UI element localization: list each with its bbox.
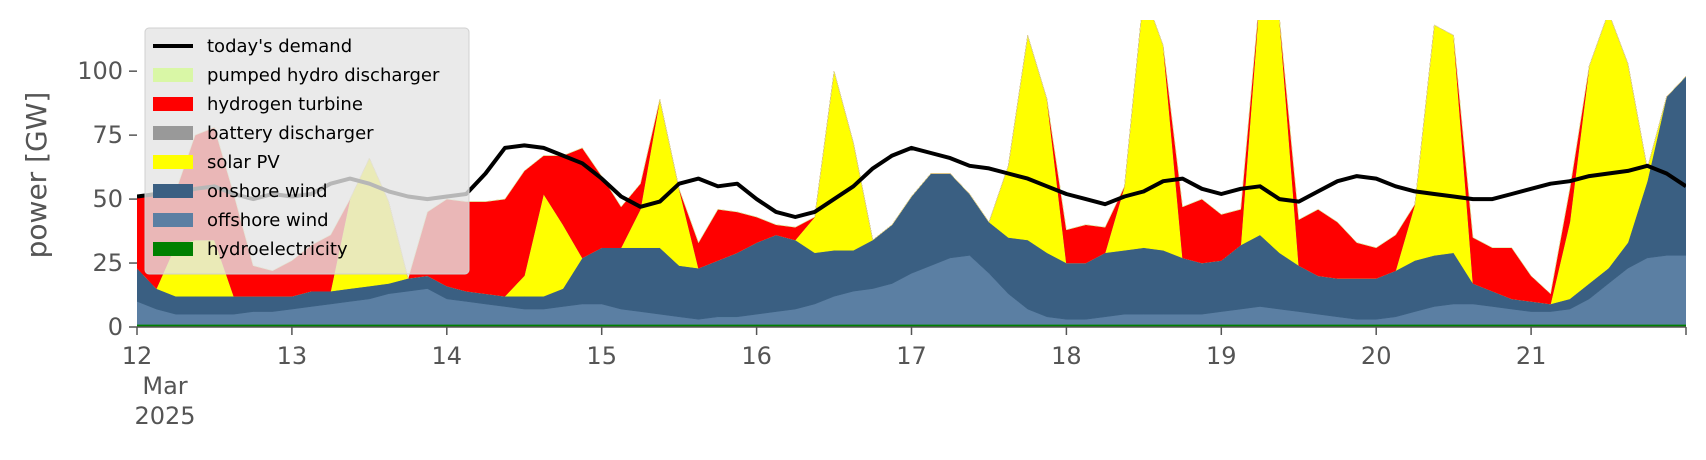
legend-box xyxy=(144,27,470,275)
x-tick-label: 14 xyxy=(432,342,463,370)
x-tick-label: 19 xyxy=(1206,342,1237,370)
x-tick-label: 17 xyxy=(896,342,927,370)
legend: today's demand pumped hydro discharger hyd… xyxy=(144,27,470,275)
legend-label: offshore wind xyxy=(207,210,329,231)
legend-label: hydroelectricity xyxy=(207,239,348,260)
legend-swatch xyxy=(153,213,193,227)
y-tick-label: 25 xyxy=(92,249,123,277)
x-tick-label: 13 xyxy=(277,342,308,370)
legend-label: hydrogen turbine xyxy=(207,94,363,115)
x-tick-label: 12 xyxy=(122,342,153,370)
legend-swatch xyxy=(153,97,193,111)
legend-label: today's demand xyxy=(207,36,352,57)
legend-label: battery discharger xyxy=(207,123,374,144)
legend-swatch xyxy=(153,68,193,82)
y-tick-label: 50 xyxy=(92,185,123,213)
legend-label: solar PV xyxy=(207,152,280,173)
legend-swatch xyxy=(153,184,193,198)
legend-label: pumped hydro discharger xyxy=(207,65,440,86)
x-tick-label: 15 xyxy=(586,342,617,370)
legend-label: onshore wind xyxy=(207,181,328,202)
y-tick-label: 75 xyxy=(92,121,123,149)
x-tick-sublabel: 2025 xyxy=(134,402,195,430)
x-tick-sublabel: Mar xyxy=(142,372,187,400)
y-axis-label: power [GW] xyxy=(20,92,53,259)
x-tick-label: 20 xyxy=(1361,342,1392,370)
y-tick-label: 0 xyxy=(108,313,123,341)
x-tick-label: 21 xyxy=(1516,342,1547,370)
y-tick-label: 100 xyxy=(77,57,123,85)
y-axis-ticks: 0 25 50 75 100 xyxy=(77,57,137,341)
legend-swatch xyxy=(153,155,193,169)
x-tick-label: 16 xyxy=(741,342,772,370)
area-pumped-hydro-discharger xyxy=(137,20,1686,295)
x-tick-label: 18 xyxy=(1051,342,1082,370)
legend-swatch xyxy=(153,126,193,140)
legend-swatch xyxy=(153,242,193,256)
